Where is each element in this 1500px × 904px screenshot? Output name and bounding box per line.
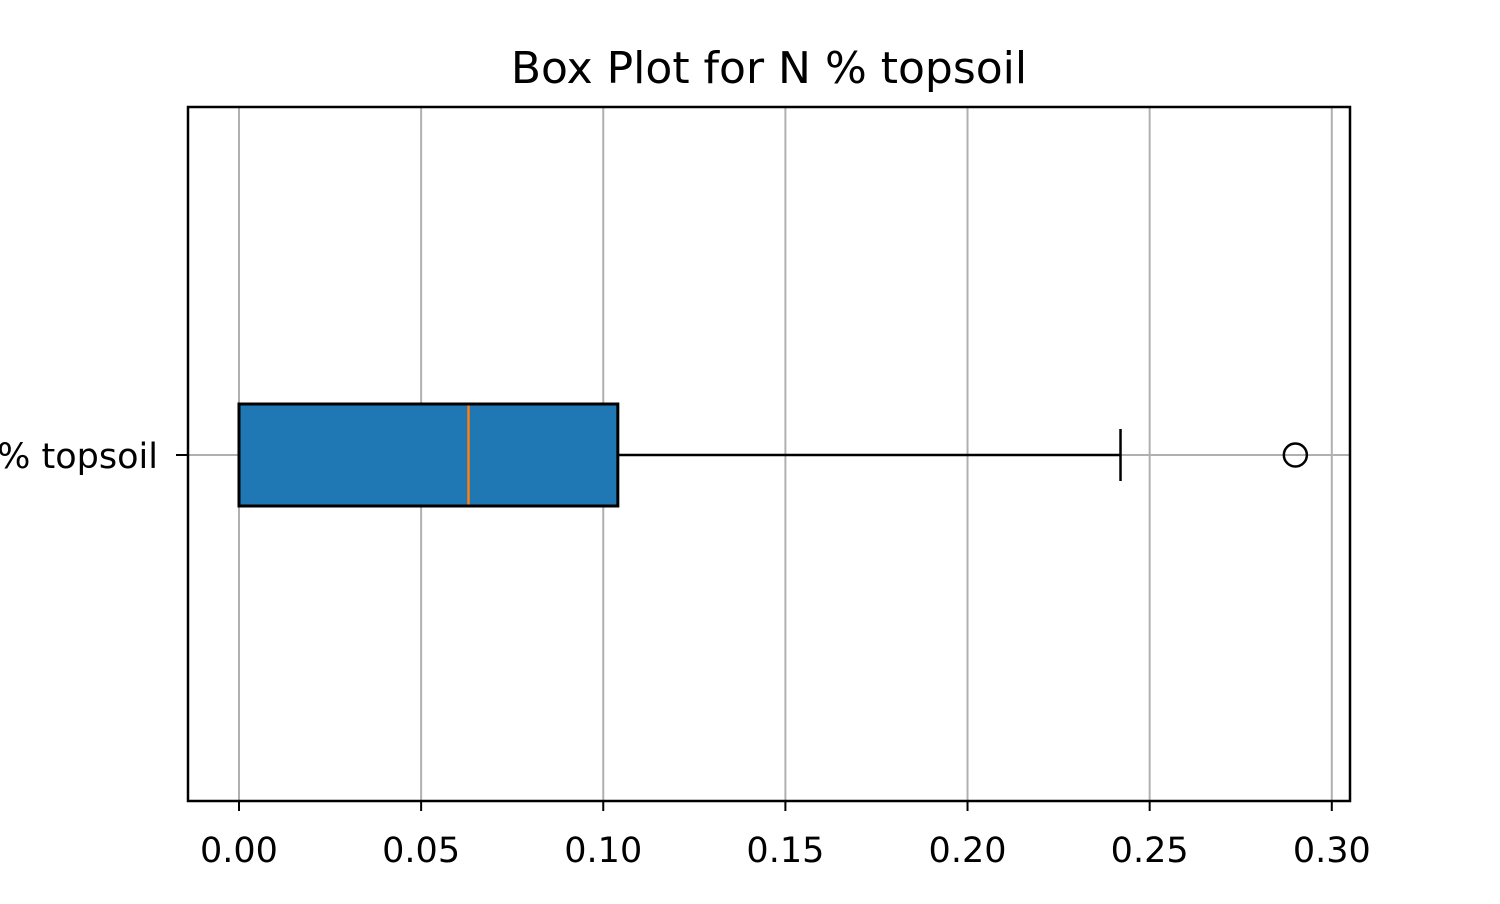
plot-layer bbox=[237, 402, 1309, 508]
x-tick-label: 0.10 bbox=[564, 831, 642, 871]
x-tick-label: 0.05 bbox=[382, 831, 460, 871]
x-tick-label: 0.00 bbox=[200, 831, 278, 871]
iqr-box bbox=[237, 402, 620, 508]
chart-title: Box Plot for N % topsoil bbox=[511, 43, 1027, 94]
x-tick-label: 0.15 bbox=[746, 831, 824, 871]
outlier-point bbox=[1282, 442, 1309, 468]
x-tick-label: 0.20 bbox=[929, 831, 1007, 871]
x-tick-label: 0.30 bbox=[1293, 831, 1371, 871]
y-tick-label: N % topsoil bbox=[0, 437, 158, 477]
tick-layer: 0.00 0.05 0.10 0.15 0.20 0.25 0.30 N % topsoil bbox=[0, 437, 1371, 871]
x-tick-label: 0.25 bbox=[1111, 831, 1189, 871]
